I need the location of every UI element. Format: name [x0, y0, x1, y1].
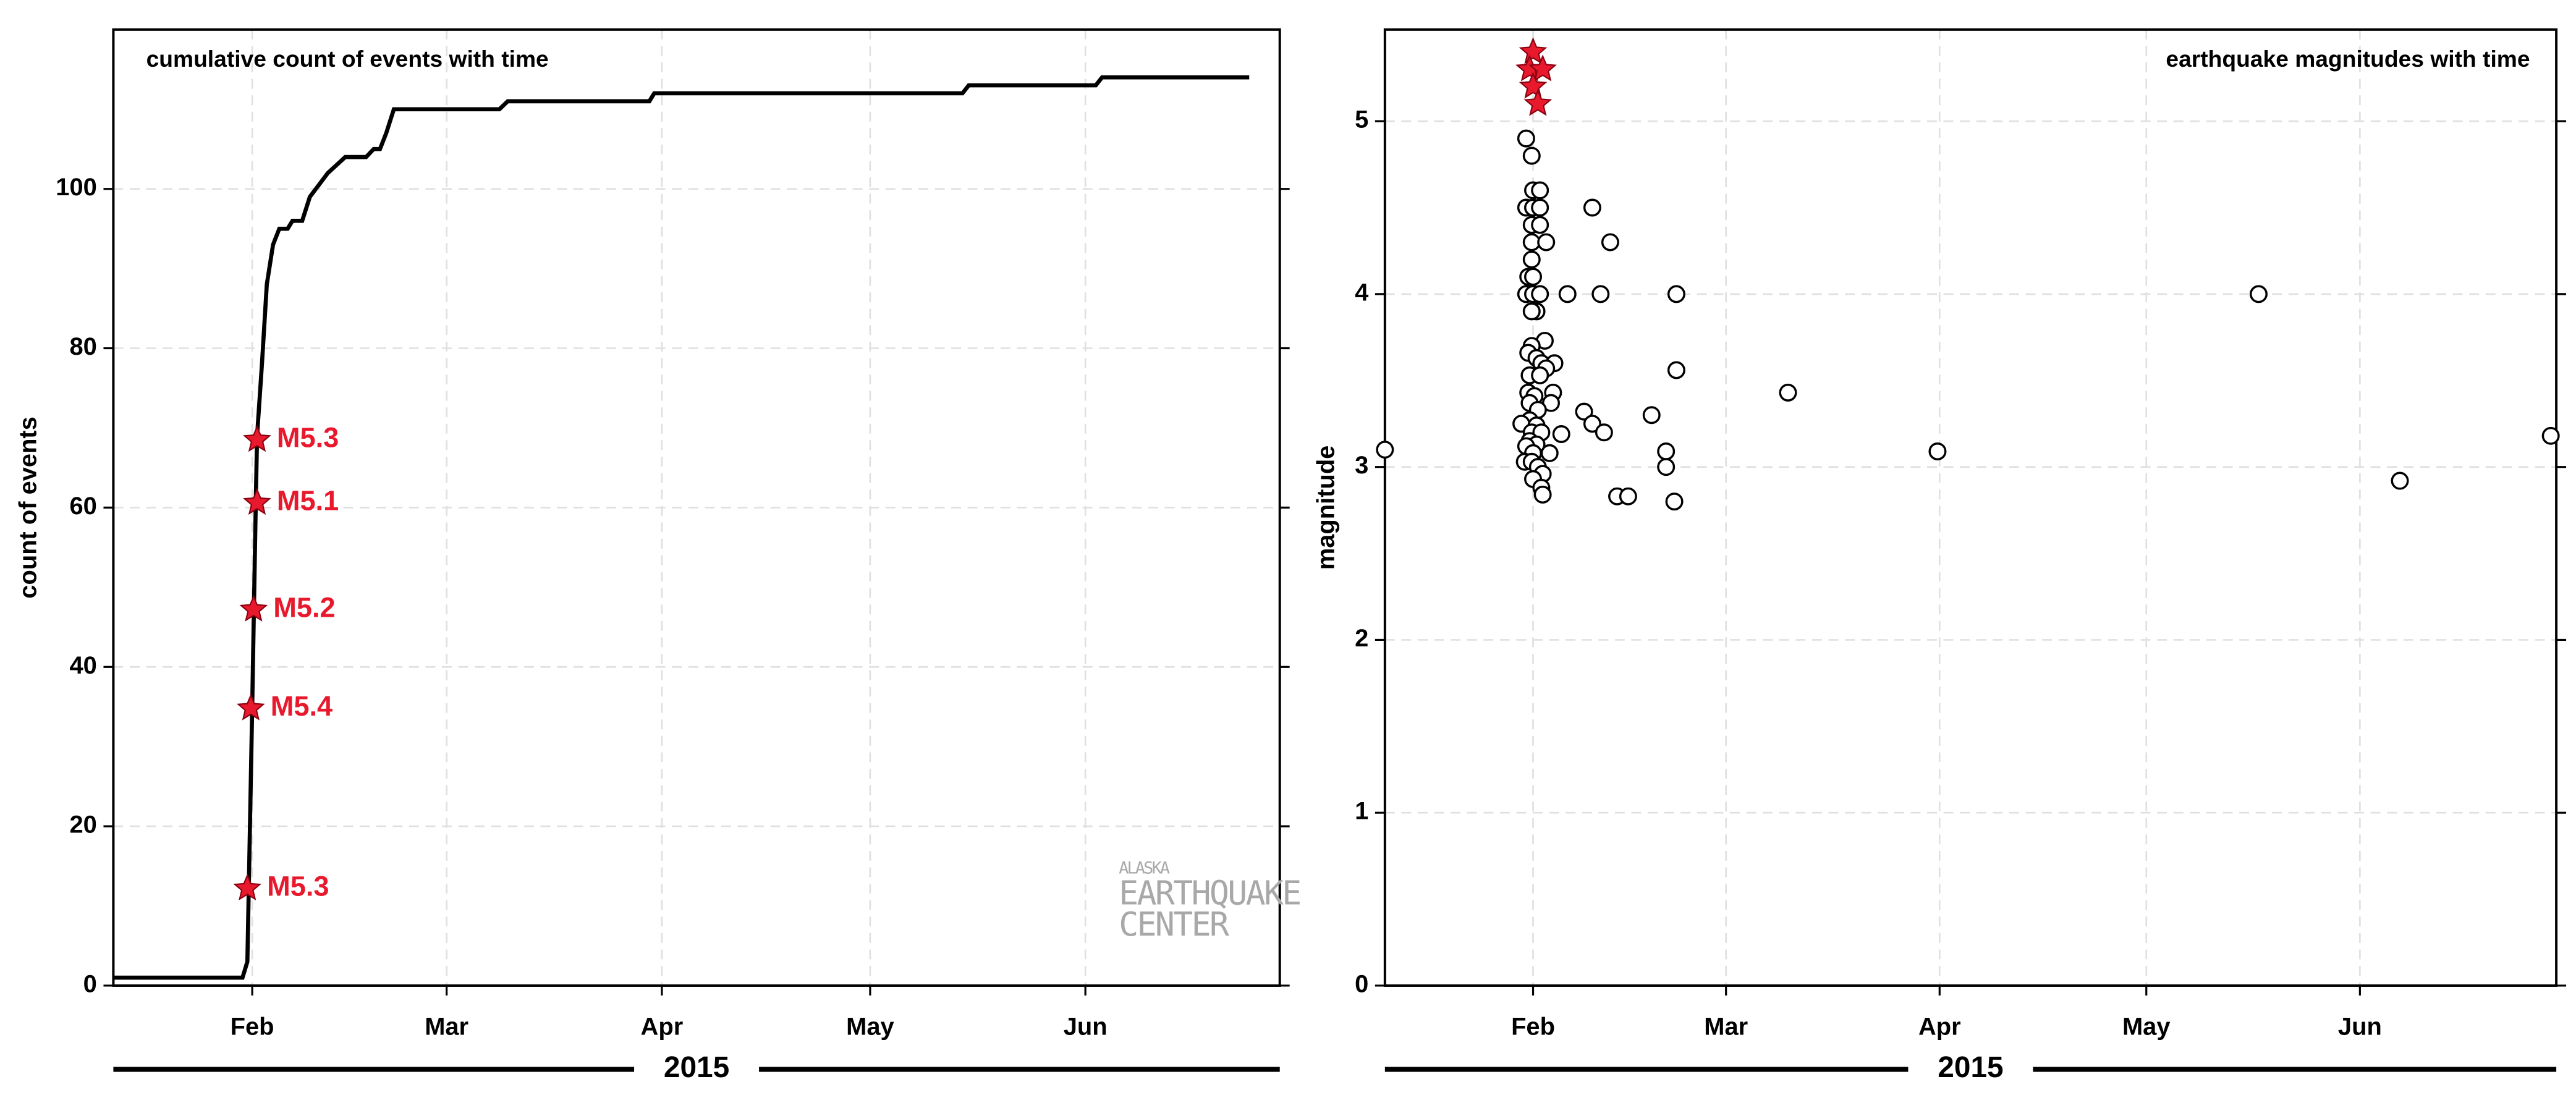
event-star — [236, 693, 265, 721]
event-point — [1522, 302, 1541, 321]
event-point — [1540, 444, 1559, 462]
x-tick-label: Jun — [1064, 1013, 1108, 1041]
x-axis-label: 2015 — [1938, 1051, 2003, 1084]
y-tick-label: 60 — [69, 493, 96, 520]
event-star — [243, 488, 271, 515]
x-tick-label: Apr — [641, 1013, 684, 1041]
event-star — [243, 425, 271, 452]
watermark-text: EARTHQUAKE — [1119, 874, 1300, 912]
large-event-star — [1519, 72, 1548, 99]
y-tick-label: 4 — [1355, 279, 1368, 306]
event-point — [1517, 129, 1535, 148]
event-point — [1522, 146, 1541, 165]
event-point — [1583, 415, 1601, 433]
event-label: M5.3 — [277, 422, 339, 454]
x-tick-label: Apr — [1918, 1013, 1961, 1041]
x-tick-label: Mar — [425, 1013, 468, 1041]
large-event-star — [1528, 54, 1557, 82]
event-point — [1595, 423, 1613, 442]
panel: 0 1 2 3 4 5 Feb Mar Apr May Jun 2015 magnitude earthq… — [1312, 28, 2567, 1084]
event-point — [1642, 406, 1661, 425]
event-point — [1657, 442, 1676, 460]
event-label: M5.1 — [277, 485, 339, 517]
event-point — [1667, 285, 1685, 303]
y-tick-label: 5 — [1355, 106, 1368, 133]
x-tick-label: Feb — [1511, 1013, 1555, 1041]
event-star — [233, 873, 262, 901]
event-point — [2391, 472, 2409, 490]
count-line — [113, 75, 1250, 980]
event-point — [1524, 268, 1543, 286]
event-point — [1583, 198, 1601, 217]
y-tick-label: 1 — [1355, 798, 1368, 825]
y-axis-label: count of events — [14, 417, 41, 599]
event-point — [1531, 181, 1549, 200]
event-point — [2249, 285, 2268, 303]
event-point — [1665, 493, 1684, 511]
chart-title: earthquake magnitudes with time — [2166, 46, 2530, 72]
event-point — [1531, 366, 1549, 384]
event-point — [1657, 458, 1676, 476]
event-point — [1531, 285, 1549, 303]
event-point — [1575, 402, 1593, 421]
large-event-star — [1523, 89, 1553, 116]
event-point — [1591, 285, 1610, 303]
event-point — [1619, 487, 1637, 505]
event-point — [1531, 216, 1549, 234]
x-tick-label: May — [2122, 1013, 2171, 1041]
x-axis-label: 2015 — [664, 1051, 729, 1084]
y-tick-label: 100 — [56, 174, 97, 201]
large-event-star — [1519, 37, 1548, 64]
y-tick-label: 40 — [69, 652, 96, 679]
watermark-text: CENTER — [1119, 905, 1229, 944]
event-label: M5.4 — [271, 690, 333, 722]
event-point — [2541, 426, 2560, 445]
event-label: M5.2 — [273, 591, 335, 623]
plot-frame — [1383, 28, 2558, 987]
event-point — [1533, 485, 1552, 504]
event-point — [1667, 361, 1685, 379]
event-point — [1601, 233, 1619, 252]
y-tick-label: 20 — [69, 811, 96, 839]
event-point — [1558, 285, 1577, 303]
event-point — [1537, 233, 1556, 252]
event-point — [1376, 441, 1394, 459]
x-tick-label: May — [846, 1013, 894, 1041]
panel: 0 20 40 60 80 100 Feb Mar Apr May Jun 2015 count of … — [14, 28, 1302, 1084]
x-tick-label: Jun — [2338, 1013, 2382, 1041]
plot-frame — [112, 28, 1281, 987]
x-tick-label: Feb — [231, 1013, 274, 1041]
y-axis-label: magnitude — [1312, 446, 1339, 570]
event-star — [239, 594, 268, 622]
event-point — [1779, 383, 1797, 402]
event-point — [1522, 250, 1541, 269]
event-label: M5.3 — [267, 871, 329, 902]
event-point — [1552, 425, 1570, 443]
event-point — [1531, 198, 1549, 217]
chart-title: cumulative count of events with time — [146, 46, 549, 72]
y-tick-label: 3 — [1355, 452, 1368, 479]
event-point — [1928, 442, 1947, 460]
y-tick-label: 2 — [1355, 625, 1368, 652]
y-tick-label: 0 — [1355, 970, 1368, 997]
y-tick-label: 0 — [83, 970, 97, 997]
watermark-text: ALASKA — [1119, 859, 1170, 878]
y-tick-label: 80 — [69, 333, 96, 360]
x-tick-label: Mar — [1704, 1013, 1748, 1041]
